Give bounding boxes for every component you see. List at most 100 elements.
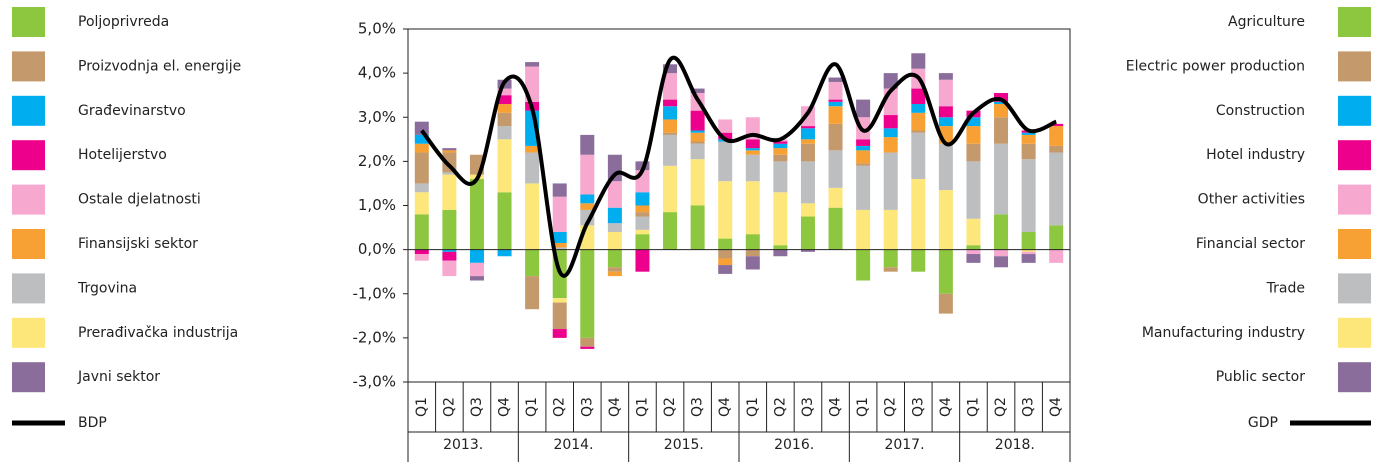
bar-segment <box>663 134 678 166</box>
y-tick-label: 5,0% <box>358 20 396 38</box>
x-tick-label: Q4 <box>717 397 733 417</box>
x-tick-label: Q3 <box>1021 397 1037 417</box>
bar-segment <box>773 249 788 257</box>
bar-segment <box>580 346 595 349</box>
legend-swatch <box>1338 317 1371 348</box>
bar-segment <box>1021 143 1036 160</box>
x-tick-label: Q2 <box>772 397 788 417</box>
y-tick-label: 4,0% <box>358 64 396 82</box>
bar-segment <box>718 181 733 239</box>
bar-segment <box>607 249 622 268</box>
bar-segment <box>745 256 760 270</box>
bar-segment <box>883 152 898 210</box>
y-tick-label: 3,0% <box>358 108 396 126</box>
bar-segment <box>911 104 926 113</box>
bar-segment <box>938 293 953 314</box>
legend-label: Trade <box>1266 280 1305 296</box>
bar-segment <box>966 117 981 127</box>
bar-segment <box>414 192 429 215</box>
bar-segment <box>911 130 926 133</box>
bar-segment <box>966 143 981 162</box>
bar-segment <box>994 92 1009 102</box>
bar-segment <box>442 150 457 153</box>
bar-segment <box>469 276 484 281</box>
bar-segment <box>718 141 733 182</box>
bar-segment <box>994 249 1009 257</box>
legend-swatch <box>12 95 45 126</box>
bar-segment <box>607 267 622 272</box>
bar-segment <box>525 276 540 310</box>
bar-segment <box>773 143 788 149</box>
bar-segment <box>856 163 871 166</box>
bar-segment <box>1021 249 1036 252</box>
bar-segment <box>856 209 871 250</box>
bar-segment <box>552 298 567 303</box>
y-tick-label: -2,0% <box>352 328 396 346</box>
year-label: 2015. <box>664 437 704 453</box>
bar-segment <box>469 262 484 277</box>
bar-segment <box>938 249 953 294</box>
bar-segment <box>525 62 540 67</box>
legend-label: Other activities <box>1198 192 1305 208</box>
x-tick-label: Q1 <box>855 397 871 417</box>
bar-segment <box>497 112 512 127</box>
bar-segment <box>911 88 926 105</box>
bar-segment <box>966 249 981 255</box>
bar-segment <box>800 216 815 250</box>
bar-segment <box>663 106 678 120</box>
bar-segment <box>607 207 622 224</box>
bar-segment <box>1021 251 1036 255</box>
bar-segment <box>635 229 650 235</box>
bar-segment <box>635 205 650 213</box>
bar-segment <box>828 123 843 151</box>
bar-segment <box>938 73 953 80</box>
bar-segment <box>663 119 678 133</box>
bar-segment <box>497 139 512 193</box>
bar-segment <box>607 223 622 232</box>
bar-segment <box>773 148 788 155</box>
bar-segment <box>525 152 540 184</box>
bar-segment <box>607 271 622 277</box>
bar-segment <box>552 243 567 248</box>
bar-segment <box>800 143 815 162</box>
x-tick-label: Q2 <box>552 397 568 417</box>
bar-segment <box>580 134 595 155</box>
bar-segment <box>690 110 705 131</box>
bar-segment <box>414 134 429 144</box>
bar-segment <box>745 150 760 155</box>
bar-segment <box>414 152 429 184</box>
y-tick-label: 2,0% <box>358 152 396 170</box>
bar-segment <box>635 216 650 230</box>
legend-label: Construction <box>1216 103 1305 119</box>
bar-segment <box>663 165 678 213</box>
bar-segment <box>856 139 871 146</box>
bar-segment <box>828 207 843 250</box>
bar-segment <box>469 249 484 263</box>
bar-segment <box>745 148 760 151</box>
legend-swatch <box>1338 95 1371 126</box>
bar-segment <box>883 209 898 250</box>
bar-segment <box>497 104 512 113</box>
bar-segment <box>552 183 567 197</box>
bar-segment <box>856 249 871 281</box>
legend-swatch <box>12 51 45 82</box>
x-tick-label: Q4 <box>607 397 623 417</box>
bar-segment <box>414 121 429 135</box>
legend-swatch <box>1338 7 1371 37</box>
legend-label: Electric power production <box>1126 58 1305 74</box>
bar-segment <box>1021 159 1036 232</box>
x-tick-label: Q3 <box>579 397 595 417</box>
bar-segment <box>911 53 926 69</box>
bar-segment <box>911 179 926 250</box>
bar-segment <box>718 265 733 274</box>
legend-label: Poljoprivreda <box>78 14 169 30</box>
bar-segment <box>745 139 760 149</box>
x-tick-label: Q2 <box>883 397 899 417</box>
bar-segment <box>773 161 788 193</box>
x-tick-label: Q1 <box>965 397 981 417</box>
bar-segment <box>800 161 815 204</box>
bar-segment <box>745 234 760 250</box>
x-tick-label: Q1 <box>745 397 761 417</box>
bar-segment <box>580 154 595 195</box>
